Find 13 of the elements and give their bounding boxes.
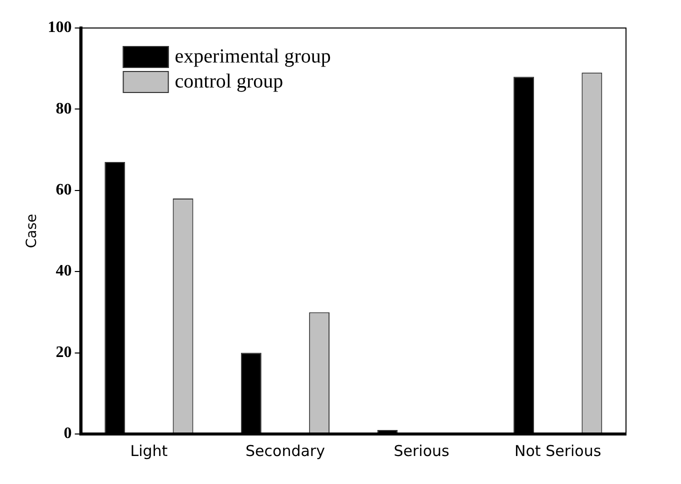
legend-label: experimental group [174, 45, 331, 68]
x-tick-label: Not Serious [514, 442, 602, 460]
y-tick-label: 40 [56, 262, 72, 280]
y-tick-label: 0 [64, 425, 72, 442]
legend-label: control group [174, 70, 284, 92]
y-tick-label: 60 [56, 182, 72, 199]
y-axis-title: Case [24, 214, 40, 248]
y-tick-label: 100 [48, 19, 72, 36]
y-tick-label: 20 [56, 344, 72, 361]
x-tick-label: Serious [394, 442, 450, 460]
y-tick-label: 80 [56, 100, 72, 118]
x-tick-label: Secondary [246, 442, 326, 460]
x-tick-label: Light [130, 442, 168, 460]
